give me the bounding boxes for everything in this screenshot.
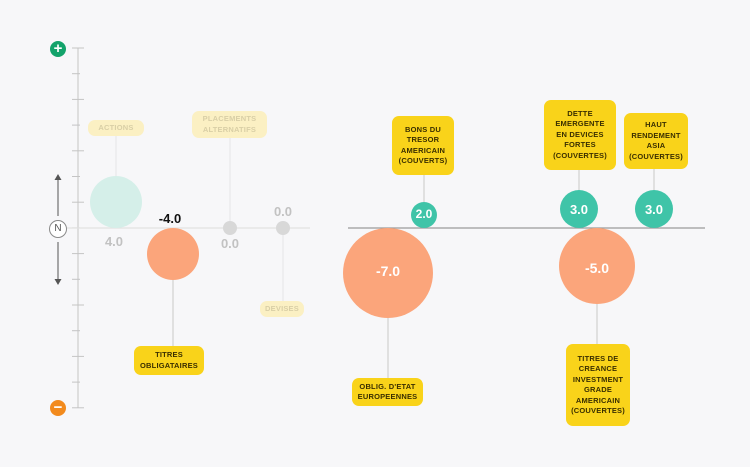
value-label-6: -5.0 [585, 260, 609, 276]
bubble-5 [411, 202, 437, 228]
value-label-8: 3.0 [645, 202, 663, 217]
category-tag-4: OBLIG. D'ETAT EUROPEENNES [352, 378, 423, 406]
category-tag-8: HAUT RENDEMENT ASIA (COUVERTES) [624, 113, 688, 169]
value-label-7: 3.0 [570, 202, 588, 217]
value-label-2: 0.0 [221, 236, 239, 251]
bubble-6 [559, 228, 635, 304]
bubble-4 [343, 228, 433, 318]
value-label-1: -4.0 [159, 211, 181, 226]
up-arrow-head-icon [54, 174, 62, 180]
down-arrow-head-icon [54, 279, 62, 285]
neutral-icon: N [49, 220, 67, 238]
value-label-0: 4.0 [105, 234, 123, 249]
value-label-4: -7.0 [376, 263, 400, 279]
category-tag-7: DETTE EMERGENTE EN DEVICES FORTES (COUVE… [544, 100, 616, 170]
category-tag-5: BONS DU TRESOR AMERICAIN (COUVERTS) [392, 116, 454, 175]
bubble-0 [90, 176, 142, 228]
bubble-2 [223, 221, 237, 235]
bubble-7 [560, 190, 598, 228]
value-label-3: 0.0 [274, 204, 292, 219]
category-tag-0: ACTIONS [88, 120, 144, 136]
bubble-8 [635, 190, 673, 228]
bubble-1 [147, 228, 199, 280]
bubble-3 [276, 221, 290, 235]
plus-icon: + [50, 41, 66, 57]
value-label-5: 2.0 [416, 207, 433, 221]
category-tag-2: PLACEMENTS ALTERNATIFS [192, 111, 267, 138]
category-tag-3: DEVISES [260, 301, 304, 317]
category-tag-6: TITRES DE CREANCE INVESTMENT GRADE AMERI… [566, 344, 630, 426]
category-tag-1: TITRES OBLIGATAIRES [134, 346, 204, 375]
minus-icon: − [50, 400, 66, 416]
